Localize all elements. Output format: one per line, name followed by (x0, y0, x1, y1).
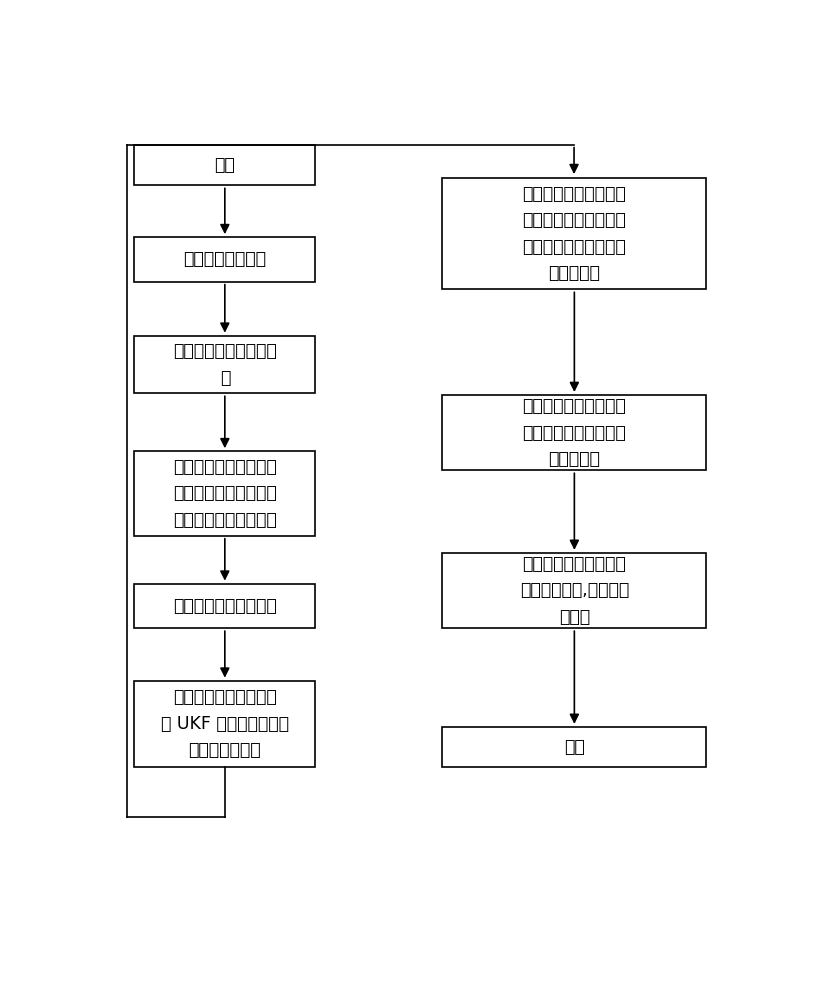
Text: 利用修正的姿态四元数
进行姿态解算,确定卫星
的姿态: 利用修正的姿态四元数 进行姿态解算,确定卫星 的姿态 (519, 555, 628, 626)
Text: 建立误差系统观测方程: 建立误差系统观测方程 (173, 597, 276, 615)
Text: 利用估计出的误差四元
数对解算出的姿态四元
数进行修正: 利用估计出的误差四元 数对解算出的姿态四元 数进行修正 (522, 397, 626, 468)
Bar (442, 553, 705, 628)
Text: 利用改进的自适应平方
根 UKF 估计误差四元数
和陀螺漂移误差: 利用改进的自适应平方 根 UKF 估计误差四元数 和陀螺漂移误差 (161, 688, 288, 759)
Bar (134, 237, 315, 282)
Text: 结束: 结束 (563, 738, 584, 756)
Bar (442, 178, 705, 289)
Bar (442, 395, 705, 470)
Text: 建立卫星姿态运动学方
程: 建立卫星姿态运动学方 程 (173, 342, 276, 387)
Bar (134, 145, 315, 185)
Bar (134, 451, 315, 536)
Text: 建立基于误差四元数和
陀螺漂移误差组成的状
态变量的系统状态方程: 建立基于误差四元数和 陀螺漂移误差组成的状 态变量的系统状态方程 (173, 458, 276, 529)
Bar (134, 584, 315, 628)
Text: 利用陀螺测量值和估计
出来的陀螺漂移误差代
入姿态运动学方程计算
姿态四元数: 利用陀螺测量值和估计 出来的陀螺漂移误差代 入姿态运动学方程计算 姿态四元数 (522, 185, 626, 282)
Bar (134, 681, 315, 767)
Text: 开始: 开始 (215, 156, 235, 174)
Bar (134, 336, 315, 393)
Bar (442, 727, 705, 767)
Text: 建立陀螺测量模型: 建立陀螺测量模型 (183, 250, 266, 268)
